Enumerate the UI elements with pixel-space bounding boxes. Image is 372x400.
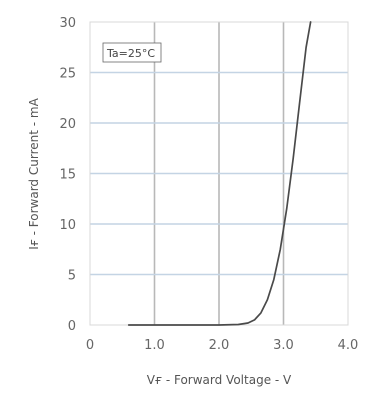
x-tick-label: 3.0 [273,338,294,353]
y-tick-label: 0 [68,319,76,334]
x-tick-label: 4.0 [338,338,359,353]
x-tick-label: 2.0 [209,338,230,353]
x-axis-label: Vғ - Forward Voltage - V [147,373,292,387]
y-tick-label: 30 [59,16,76,31]
y-axis-label: Iғ - Forward Current - mA [27,97,41,249]
annotation-text: Ta=25°C [106,47,155,60]
y-tick-label: 20 [59,117,76,132]
annotation-box [102,42,162,63]
y-tick-label: 10 [59,218,76,233]
iv-curve-line [127,21,312,326]
y-tick-label: 15 [59,168,76,183]
y-tick-label: 25 [59,67,76,82]
tick-labels: 0 1.0 2.0 3.0 4.0 0 5 10 15 20 25 30 [59,16,358,353]
x-tick-label: 1.0 [144,338,165,353]
grid [90,22,348,325]
x-tick-label: 0 [86,338,94,353]
series-layer [127,21,312,326]
y-tick-label: 5 [68,269,76,284]
